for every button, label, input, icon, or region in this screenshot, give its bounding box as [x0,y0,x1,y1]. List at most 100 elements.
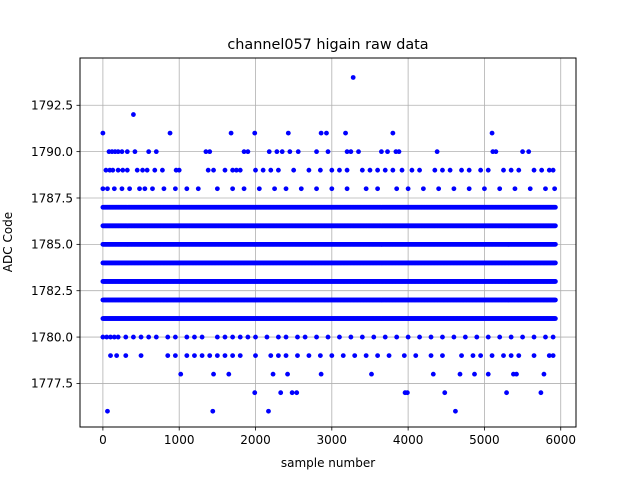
data-point [553,204,558,210]
data-point [314,149,319,155]
data-point [337,167,342,173]
data-point [348,149,354,155]
x-tick-label: 3000 [317,433,348,447]
data-point [531,353,537,359]
data-point [124,149,130,155]
data-point [237,353,243,359]
data-point [553,316,558,321]
chart-title: channel057 higain raw data [227,37,428,53]
data-point [314,334,319,340]
data-point [356,149,361,155]
data-point [192,353,197,359]
data-point [146,334,152,340]
data-point [176,167,182,173]
data-point [146,149,152,155]
y-tick-label: 1790.0 [31,145,73,159]
data-point [541,371,547,377]
data-point [226,371,232,377]
data-point [207,353,213,359]
data-point [385,149,390,155]
data-point [245,149,251,155]
data-point [552,186,558,192]
y-tick-label: 1792.5 [31,99,73,113]
data-point [144,167,150,173]
data-point [325,149,331,155]
data-point [317,353,323,359]
data-point [390,167,396,173]
data-point [165,334,171,340]
data-point [399,167,405,173]
data-point [195,186,201,192]
data-point [252,390,258,396]
data-point [266,149,272,155]
data-point [241,186,247,192]
data-point [278,390,284,396]
data-point [230,186,236,192]
data-point [350,75,356,80]
data-point [340,353,346,359]
data-point [337,334,342,340]
data-point [447,167,453,173]
data-point [457,371,463,377]
data-point [192,334,197,340]
data-point [105,408,110,414]
data-point [110,167,116,173]
data-point [329,167,335,173]
data-point [276,353,281,359]
data-point [394,186,400,192]
data-point [318,130,324,136]
data-point [482,186,487,192]
data-point [210,408,216,414]
data-point [253,334,258,340]
data-point [375,353,380,359]
x-tick-label: 5000 [469,433,500,447]
data-point [430,371,436,377]
data-point [478,167,484,173]
y-tick-label: 1785.0 [31,238,73,252]
y-tick-label: 1782.5 [31,284,73,298]
data-point [553,223,558,229]
data-point [527,186,533,192]
data-point [466,167,472,173]
data-point [478,353,484,359]
x-tick-label: 0 [99,433,107,447]
data-point [453,408,458,414]
y-tick-label: 1777.5 [31,377,73,391]
data-point [153,334,159,340]
data-point [137,186,142,192]
data-point [100,130,106,136]
data-point [306,353,312,359]
data-point [272,186,277,192]
data-point [252,130,258,136]
data-point [428,353,434,359]
data-point [512,186,518,192]
data-point [108,353,113,359]
data-point [404,390,410,396]
data-point [396,149,402,155]
data-point [283,353,289,359]
data-point [472,371,477,377]
data-point [436,186,442,192]
data-point [375,167,380,173]
data-point [344,186,350,192]
data-point [184,186,190,192]
data-point [287,149,293,155]
data-point [405,334,411,340]
data-point [253,167,258,173]
data-point [520,334,525,340]
data-point [359,167,365,173]
data-point [160,167,165,173]
x-axis-label: sample number [281,456,375,470]
data-point [123,334,129,340]
x-tick-label: 6000 [545,433,576,447]
data-point [367,167,373,173]
data-point [138,334,144,340]
data-point [324,130,329,136]
data-point [526,149,532,155]
data-point [344,167,350,173]
data-point [260,167,266,173]
data-point [214,186,220,192]
data-point [382,167,388,173]
data-point [178,371,184,377]
data-point [543,186,548,192]
